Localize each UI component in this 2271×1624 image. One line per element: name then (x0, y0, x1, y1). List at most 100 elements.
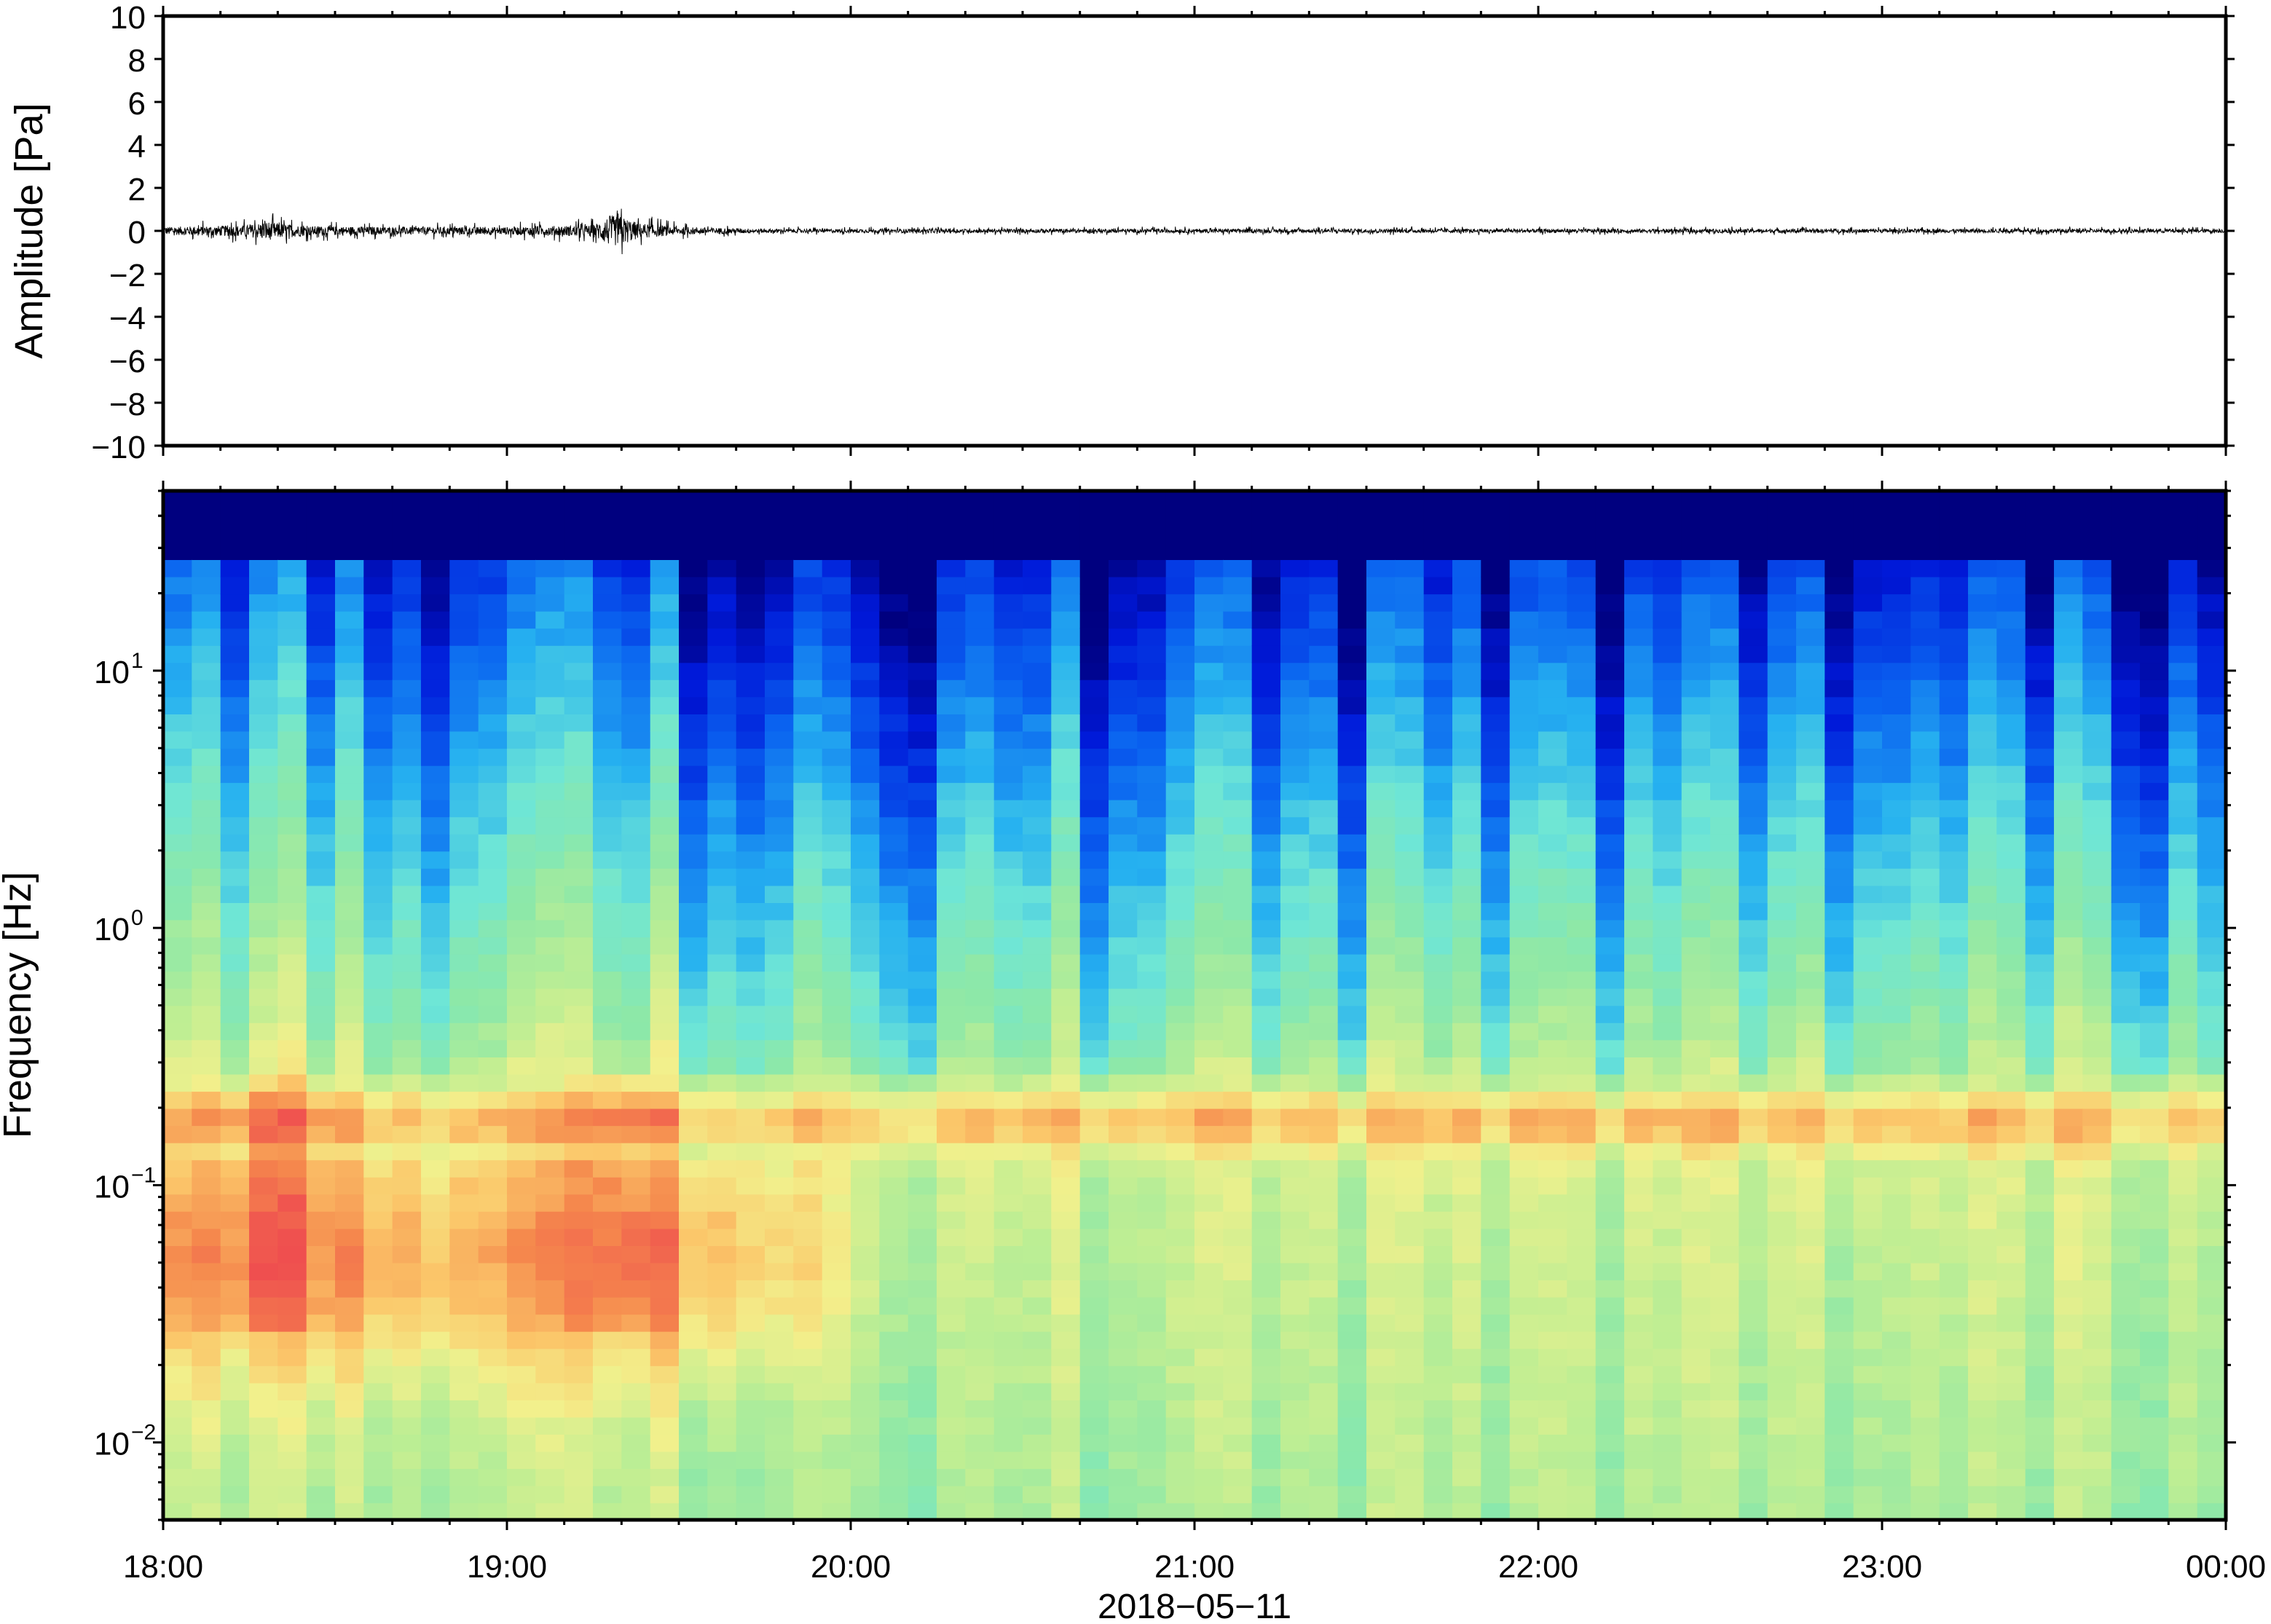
spectrogram-cell (1538, 696, 1568, 714)
spectrogram-cell (192, 1194, 221, 1212)
spectrogram-cell (707, 1245, 737, 1264)
spectrogram-cell (449, 1502, 479, 1520)
spectrogram-cell (1710, 885, 1740, 903)
spectrogram-cell (2140, 1502, 2170, 1520)
spectrogram-cell (449, 902, 479, 921)
spectrogram-cell (1796, 1400, 1826, 1418)
spectrogram-cell (1567, 1228, 1597, 1246)
spectrogram-cell (421, 576, 451, 595)
spectrogram-cell (1681, 816, 1711, 835)
spectrogram-cell (851, 696, 881, 714)
spectrogram-cell (1079, 1159, 1109, 1178)
spectrogram-cell (736, 1022, 765, 1041)
spectrogram-cell (1337, 765, 1367, 784)
spectrogram-cell (2054, 525, 2084, 543)
spectrogram-cell (478, 1057, 508, 1075)
spectrogram-cell (278, 1382, 307, 1400)
spectrogram-cell (1681, 799, 1711, 818)
spectrogram-cell (1423, 765, 1453, 784)
spectrogram-cell (793, 1194, 823, 1212)
spectrogram-cell (1939, 919, 1969, 938)
spectrogram-cell (1710, 1142, 1740, 1161)
spectrogram-cell (879, 1296, 909, 1315)
spectrogram-cell (1194, 868, 1224, 886)
spectrogram-cell (392, 645, 422, 663)
spectrogram-cell (2025, 1177, 2055, 1195)
spectrogram-cell (1051, 1485, 1081, 1504)
spectrogram-cell (1681, 1039, 1711, 1057)
spectrogram-cell (2111, 885, 2141, 903)
spectrogram-cell (2025, 1073, 2055, 1092)
spectrogram-cell (1452, 1211, 1482, 1229)
spectrogram-cell (822, 1485, 851, 1504)
spectrogram-cell (564, 885, 594, 903)
spectrogram-cell (1853, 919, 1883, 938)
spectrogram-cell (1796, 1382, 1826, 1400)
spectrogram-cell (1968, 508, 1998, 526)
spectrogram-cell (851, 1262, 881, 1281)
spectrogram-cell (851, 1108, 881, 1127)
spectrogram-cell (2197, 782, 2226, 800)
spectrogram-cell (392, 868, 422, 886)
spectrogram-cell (1739, 868, 1768, 886)
spectrogram-cell (1681, 525, 1711, 543)
spectrogram-cell (621, 1382, 651, 1400)
spectrogram-cell (937, 594, 967, 612)
spectrogram-cell (1538, 1194, 1568, 1212)
spectrogram-cell (278, 1314, 307, 1332)
spectrogram-cell (1395, 662, 1425, 680)
spectrogram-cell (650, 576, 680, 595)
spectrogram-cell (1366, 1228, 1396, 1246)
spectrogram-cell (908, 1057, 937, 1075)
spectrogram-cell (1280, 1314, 1310, 1332)
spectrogram-cell (1681, 1485, 1711, 1504)
spectrogram-cell (2168, 885, 2198, 903)
spectrogram-cell (306, 1382, 336, 1400)
spectrogram-cell (965, 1039, 995, 1057)
spectrogram-cell (335, 610, 365, 629)
spectrogram-cell (1251, 1005, 1281, 1023)
spectrogram-cell (1337, 1451, 1367, 1470)
spectrogram-cell (564, 937, 594, 955)
spectrogram-cell (851, 491, 881, 509)
spectrogram-cell (1739, 834, 1768, 852)
spectrogram-cell (1968, 1039, 1998, 1057)
spectrogram-cell (2111, 1382, 2141, 1400)
spectrogram-cell (2168, 1468, 2198, 1486)
spectrogram-cell (2197, 662, 2226, 680)
spectrogram-cell (1595, 1365, 1625, 1384)
spectrogram-cell (1825, 559, 1854, 578)
spectrogram-cell (1194, 1228, 1224, 1246)
spectrogram-cell (449, 508, 479, 526)
spectrogram-cell (1023, 1502, 1052, 1520)
spectrogram-cell (1825, 730, 1854, 749)
spectrogram-cell (249, 816, 279, 835)
spectrogram-cell (1194, 816, 1224, 835)
spectrogram-cell (1996, 559, 2026, 578)
spectrogram-cell (1538, 937, 1568, 955)
spectrogram-cell (2140, 1296, 2170, 1315)
spectrogram-cell (1538, 610, 1568, 629)
spectrogram-cell (478, 1262, 508, 1281)
spectrogram-cell (736, 1228, 765, 1246)
spectrogram-cell (993, 508, 1023, 526)
spectrogram-cell (1481, 1245, 1511, 1264)
spectrogram-cell (306, 594, 336, 612)
spectrogram-cell (163, 919, 193, 938)
spectrogram-cell (278, 851, 307, 869)
spectrogram-cell (1481, 1159, 1511, 1178)
spectrogram-cell (478, 1142, 508, 1161)
spectrogram-cell (478, 1091, 508, 1109)
spectrogram-cell (507, 953, 537, 972)
spectrogram-cell (1223, 953, 1253, 972)
spectrogram-cell (306, 1228, 336, 1246)
spectrogram-cell (1366, 1142, 1396, 1161)
spectrogram-cell (249, 765, 279, 784)
spectrogram-cell (1023, 491, 1052, 509)
spectrogram-cell (1280, 834, 1310, 852)
spectrogram-cell (2168, 1177, 2198, 1195)
spectrogram-cell (1280, 1228, 1310, 1246)
spectrogram-cell (1796, 1057, 1826, 1075)
